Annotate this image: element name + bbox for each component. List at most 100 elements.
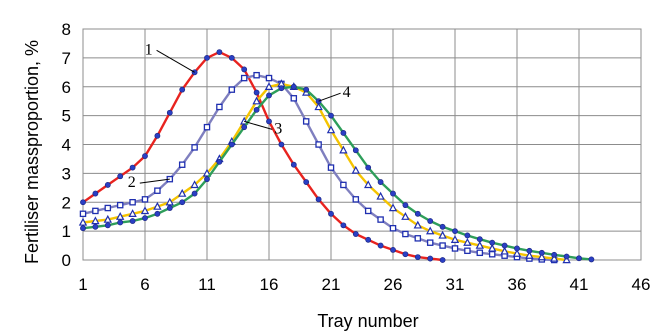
y-tick-label: 2 [62, 193, 71, 212]
data-point [290, 95, 298, 102]
data-point [352, 231, 359, 237]
x-tick-label: 36 [508, 275, 527, 294]
data-point [340, 181, 347, 189]
data-point [438, 230, 447, 239]
data-point [178, 188, 187, 197]
data-point [216, 158, 223, 165]
data-point [388, 203, 398, 212]
data-point [328, 112, 334, 119]
data-point [264, 82, 274, 90]
data-point [339, 145, 348, 154]
curve-label: 2 [128, 174, 136, 191]
data-point [266, 118, 272, 125]
data-point [326, 125, 336, 134]
data-point [365, 236, 372, 243]
data-point [103, 214, 112, 223]
y-tick-label: 8 [62, 20, 71, 39]
data-point [117, 219, 124, 226]
data-point [439, 257, 446, 263]
data-point [476, 236, 483, 243]
data-point [439, 223, 446, 230]
label-leader [244, 120, 273, 130]
data-point [376, 191, 385, 200]
data-point [315, 196, 322, 203]
data-point [153, 201, 162, 210]
data-point [204, 176, 210, 183]
data-point [278, 85, 285, 92]
data-point [228, 86, 236, 93]
data-point [252, 96, 261, 105]
x-tick-label: 41 [570, 275, 589, 294]
data-point [240, 74, 248, 82]
data-point [141, 196, 149, 203]
data-point [352, 196, 360, 203]
data-point [142, 153, 148, 159]
data-point [562, 255, 571, 264]
plot-area [82, 28, 642, 261]
series-layer [78, 49, 595, 264]
data-point [402, 230, 409, 238]
data-point [464, 232, 471, 239]
data-point [178, 161, 186, 168]
data-point [129, 198, 136, 206]
y-axis-title: Fertiliser massproportion, % [22, 40, 42, 264]
data-point [390, 246, 396, 253]
data-point [290, 83, 297, 90]
series-1 [80, 49, 446, 263]
data-point [154, 210, 161, 217]
data-point [514, 245, 520, 252]
data-point [340, 130, 347, 136]
data-point [228, 141, 235, 148]
curve-labels: 1 2 3 4 [128, 41, 351, 191]
data-point [414, 210, 421, 217]
series-4 [80, 83, 595, 263]
data-point [501, 242, 508, 249]
data-point [352, 147, 359, 154]
data-point [241, 66, 248, 73]
data-point [351, 165, 361, 174]
x-tick-label: 46 [632, 275, 651, 294]
data-point [203, 123, 211, 131]
x-axis-title: Tray number [317, 311, 418, 331]
x-tick-label: 21 [322, 275, 341, 294]
data-point [402, 251, 409, 258]
data-point [91, 216, 100, 225]
data-point [140, 206, 150, 215]
data-point [253, 89, 260, 96]
data-point [377, 242, 384, 249]
data-point [365, 164, 372, 171]
data-point [377, 179, 384, 185]
data-point [427, 218, 434, 224]
data-point [228, 54, 235, 61]
data-point [576, 255, 582, 262]
x-tick-label: 31 [446, 275, 465, 294]
data-point [414, 235, 422, 242]
data-point [116, 212, 125, 220]
data-point [104, 182, 111, 188]
data-point [500, 246, 509, 255]
data-point [278, 141, 285, 148]
series-3 [78, 79, 571, 264]
data-point [216, 103, 223, 111]
data-point [327, 164, 335, 171]
data-point [253, 71, 260, 79]
data-point [92, 223, 99, 230]
data-point [78, 217, 88, 226]
data-point [563, 253, 570, 260]
data-point [363, 180, 373, 189]
data-point [340, 222, 347, 229]
data-point [439, 242, 446, 249]
y-tick-label: 5 [62, 107, 71, 126]
data-point [315, 141, 322, 148]
data-point [92, 207, 99, 215]
data-point [426, 239, 434, 246]
data-point [402, 202, 409, 209]
plot-border [82, 28, 642, 261]
data-point [377, 216, 384, 223]
data-point [190, 180, 199, 189]
data-point [179, 86, 186, 93]
series-2 [79, 71, 558, 264]
data-point [413, 220, 423, 229]
grid [82, 28, 642, 261]
data-point [165, 197, 174, 206]
